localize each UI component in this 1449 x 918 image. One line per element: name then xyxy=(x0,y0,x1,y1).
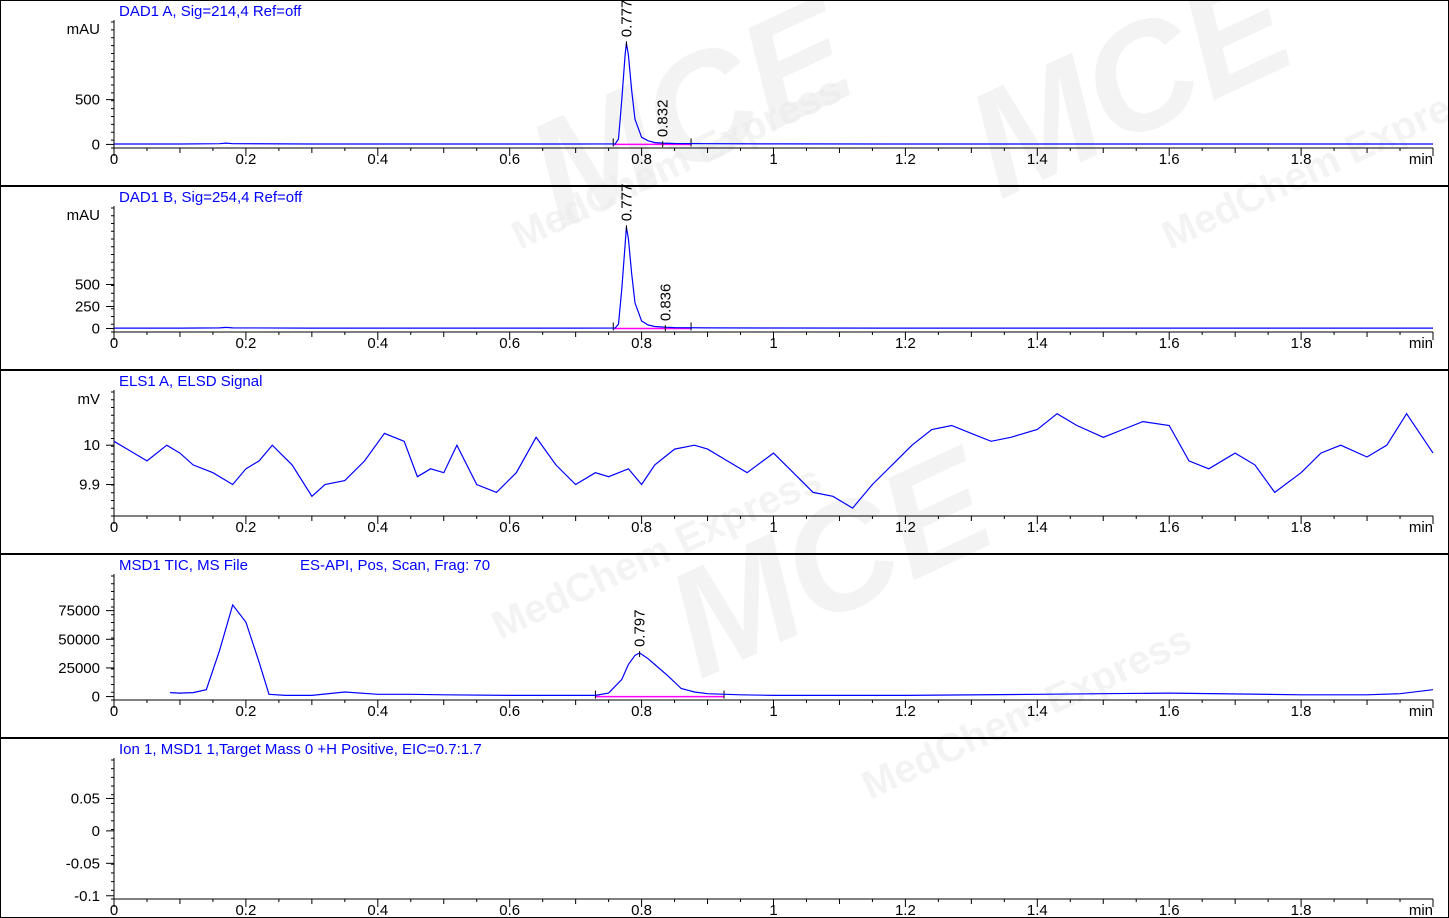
panel-frame xyxy=(0,186,1449,370)
panel-frame xyxy=(0,370,1449,554)
x-tick-label: 0.6 xyxy=(499,902,520,918)
x-tick-label: 0.4 xyxy=(367,902,388,918)
x-tick-label: 1 xyxy=(769,335,777,352)
x-tick-label: 0.2 xyxy=(235,703,256,720)
x-tick-label: 1.4 xyxy=(1027,519,1048,536)
x-tick-label: 0 xyxy=(110,519,118,536)
chart-panel-2: DAD1 B, Sig=254,4 Ref=off 0 250 500 mAU 0 0.2 0… xyxy=(0,184,1449,370)
x-tick-label: 1.8 xyxy=(1291,519,1312,536)
x-tick-label: 1.6 xyxy=(1159,151,1180,168)
y-axis-unit: mAU xyxy=(67,207,100,224)
x-axis-unit: min xyxy=(1409,151,1433,168)
series-trace xyxy=(114,227,1433,329)
peak-label: 0.777 xyxy=(618,184,635,222)
peak-label: 0.777 xyxy=(618,0,635,37)
x-tick-label: 1.2 xyxy=(895,335,916,352)
series-trace xyxy=(114,43,1433,145)
x-tick-label: 0.4 xyxy=(367,335,388,352)
y-tick-label: 0 xyxy=(92,320,100,337)
x-tick-label: 0.8 xyxy=(631,151,652,168)
x-tick-label: 1.4 xyxy=(1027,151,1048,168)
x-tick-label: 0.4 xyxy=(367,151,388,168)
panel-subtitle: ES-API, Pos, Scan, Frag: 70 xyxy=(300,557,490,574)
panel-title: DAD1 B, Sig=254,4 Ref=off xyxy=(119,189,303,206)
y-tick-label: 10 xyxy=(83,437,100,454)
x-tick-label: 1.6 xyxy=(1159,519,1180,536)
y-tick-label: 0.05 xyxy=(71,790,100,807)
x-tick-label: 1.4 xyxy=(1027,335,1048,352)
peak-label: 0.832 xyxy=(655,100,672,138)
x-tick-label: 0.2 xyxy=(235,902,256,918)
x-tick-label: 0 xyxy=(110,902,118,918)
x-tick-label: 0.8 xyxy=(631,519,652,536)
chart-panel-1: DAD1 A, Sig=214,4 Ref=off 0 500 mAU 0 0.2 0.4 0… xyxy=(0,0,1449,186)
x-tick-label: 1.6 xyxy=(1159,902,1180,918)
y-tick-label: 250 xyxy=(75,298,100,315)
y-axis-unit: mV xyxy=(78,391,101,408)
x-tick-label: 0 xyxy=(110,151,118,168)
series-trace xyxy=(113,412,1434,509)
y-tick-label: 0 xyxy=(92,823,100,840)
y-tick-label: 0 xyxy=(92,136,100,153)
chart-panel-3: ELS1 A, ELSD Signal 9.9 10 mV 0 0.2 0.4 0.6 0.8 1… xyxy=(0,370,1449,554)
y-tick-label: 500 xyxy=(75,92,100,109)
panel-frame xyxy=(0,554,1449,738)
y-tick-label: 500 xyxy=(75,276,100,293)
x-tick-label: 0.4 xyxy=(367,519,388,536)
y-tick-label: 9.9 xyxy=(79,477,100,494)
panel-frame xyxy=(0,738,1449,918)
x-axis-unit: min xyxy=(1409,902,1433,918)
x-tick-label: 1.2 xyxy=(895,519,916,536)
x-tick-label: 0.2 xyxy=(235,151,256,168)
x-tick-label: 0 xyxy=(110,703,118,720)
y-tick-label: -0.05 xyxy=(66,855,100,872)
x-axis-unit: min xyxy=(1409,335,1433,352)
x-tick-label: 1.8 xyxy=(1291,335,1312,352)
x-tick-label: 1.2 xyxy=(895,703,916,720)
x-axis-unit: min xyxy=(1409,703,1433,720)
x-tick-label: 0 xyxy=(110,335,118,352)
panel-title: DAD1 A, Sig=214,4 Ref=off xyxy=(119,3,302,20)
panel-frame xyxy=(0,0,1449,186)
x-tick-label: 1.2 xyxy=(895,151,916,168)
x-tick-label: 1.4 xyxy=(1027,902,1048,918)
x-tick-label: 1 xyxy=(769,151,777,168)
x-tick-label: 1.8 xyxy=(1291,151,1312,168)
panel-title: MSD1 TIC, MS File xyxy=(119,557,248,574)
x-tick-label: 0.8 xyxy=(631,703,652,720)
x-tick-label: 0.2 xyxy=(235,335,256,352)
x-tick-label: 0.2 xyxy=(235,519,256,536)
y-tick-label: -0.1 xyxy=(74,888,100,905)
x-tick-label: 1 xyxy=(769,902,777,918)
y-tick-label: 75000 xyxy=(58,603,100,620)
x-axis-unit: min xyxy=(1409,519,1433,536)
y-tick-label: 50000 xyxy=(58,631,100,648)
x-tick-label: 0.6 xyxy=(499,703,520,720)
peak-label: 0.836 xyxy=(657,284,674,322)
x-tick-label: 0.6 xyxy=(499,335,520,352)
panel-title: ELS1 A, ELSD Signal xyxy=(119,373,262,390)
x-tick-label: 1.4 xyxy=(1027,703,1048,720)
series-trace xyxy=(170,603,1434,697)
x-tick-label: 1 xyxy=(769,703,777,720)
y-tick-label: 25000 xyxy=(58,660,100,677)
x-tick-label: 1.6 xyxy=(1159,703,1180,720)
y-tick-label: 0 xyxy=(92,689,100,706)
x-tick-label: 1.8 xyxy=(1291,902,1312,918)
x-tick-label: 1 xyxy=(769,519,777,536)
x-tick-label: 0.4 xyxy=(367,703,388,720)
peak-label: 0.797 xyxy=(632,609,649,647)
chart-panel-4: MSD1 TIC, MS File ES-API, Pos, Scan, Frag… xyxy=(0,554,1449,738)
x-tick-label: 0.6 xyxy=(499,519,520,536)
y-axis-unit: mAU xyxy=(67,21,100,38)
x-tick-label: 1.8 xyxy=(1291,703,1312,720)
panel-title: Ion 1, MSD1 1,Target Mass 0 +H Positive,… xyxy=(119,741,482,758)
x-tick-label: 0.6 xyxy=(499,151,520,168)
x-tick-label: 0.8 xyxy=(631,902,652,918)
x-tick-label: 1.2 xyxy=(895,902,916,918)
chart-panel-5: Ion 1, MSD1 1,Target Mass 0 +H Positive,… xyxy=(0,738,1449,918)
x-tick-label: 0.8 xyxy=(631,335,652,352)
x-tick-label: 1.6 xyxy=(1159,335,1180,352)
